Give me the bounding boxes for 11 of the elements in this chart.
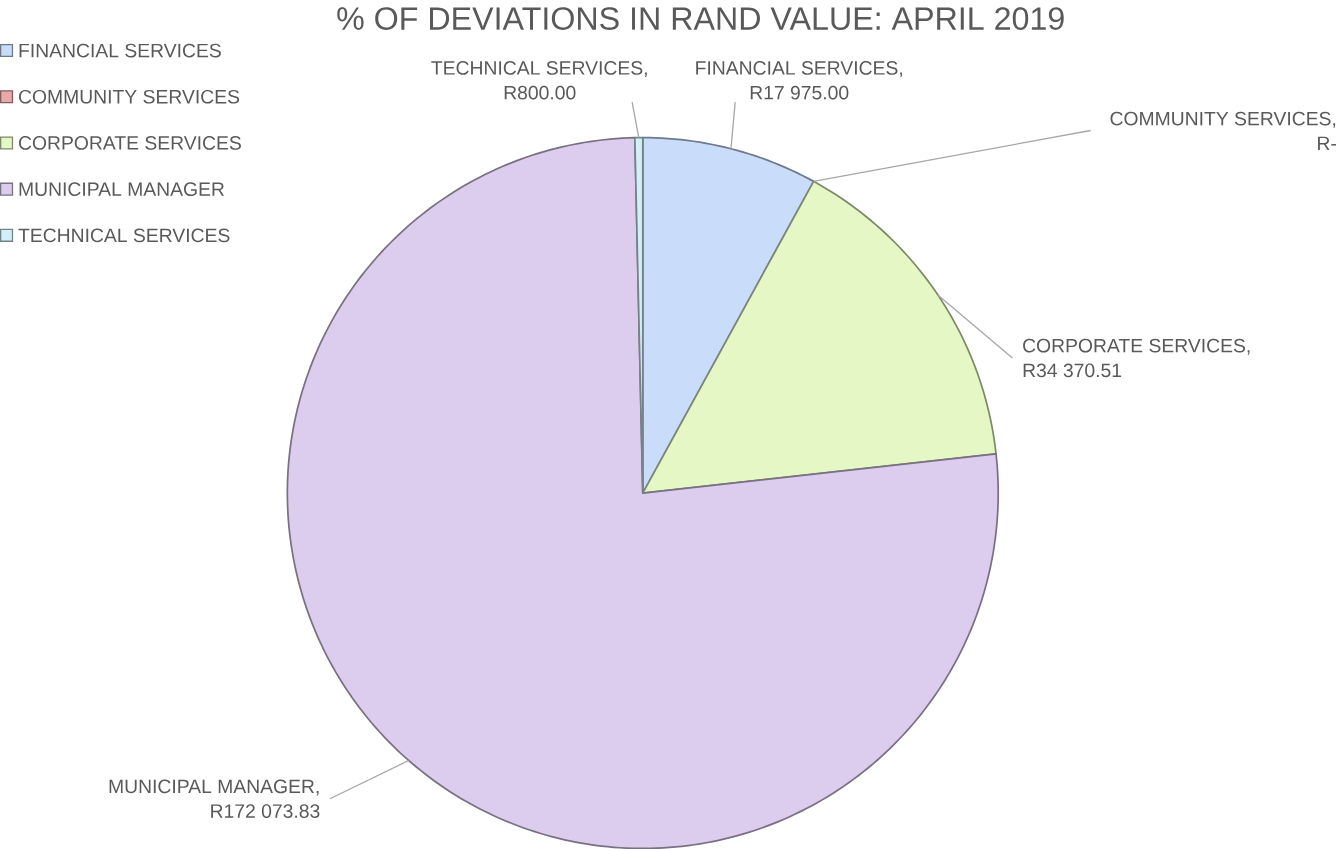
data-label: TECHNICAL SERVICES, R800.00 [431, 60, 647, 100]
chart-title: % OF DEVIATIONS IN RAND VALUE: APRIL 2019 [337, 6, 1064, 30]
data-label: MUNICIPAL MANAGER, R172 073.83 [109, 779, 320, 818]
data-label: FINANCIAL SERVICES, R17 975.00 [696, 60, 902, 100]
legend-label: CORPORATE SERVICES [19, 135, 241, 150]
legend-label: TECHNICAL SERVICES [18, 228, 230, 243]
legend-label: FINANCIAL SERVICES [19, 43, 221, 58]
data-label: CORPORATE SERVICES, R34 370.51 [1023, 338, 1250, 378]
legend-label: COMMUNITY SERVICES [19, 89, 240, 104]
legend-label: MUNICIPAL MANAGER [19, 182, 225, 196]
text: COMMUNITY SERVICES, R- [1110, 111, 1336, 150]
